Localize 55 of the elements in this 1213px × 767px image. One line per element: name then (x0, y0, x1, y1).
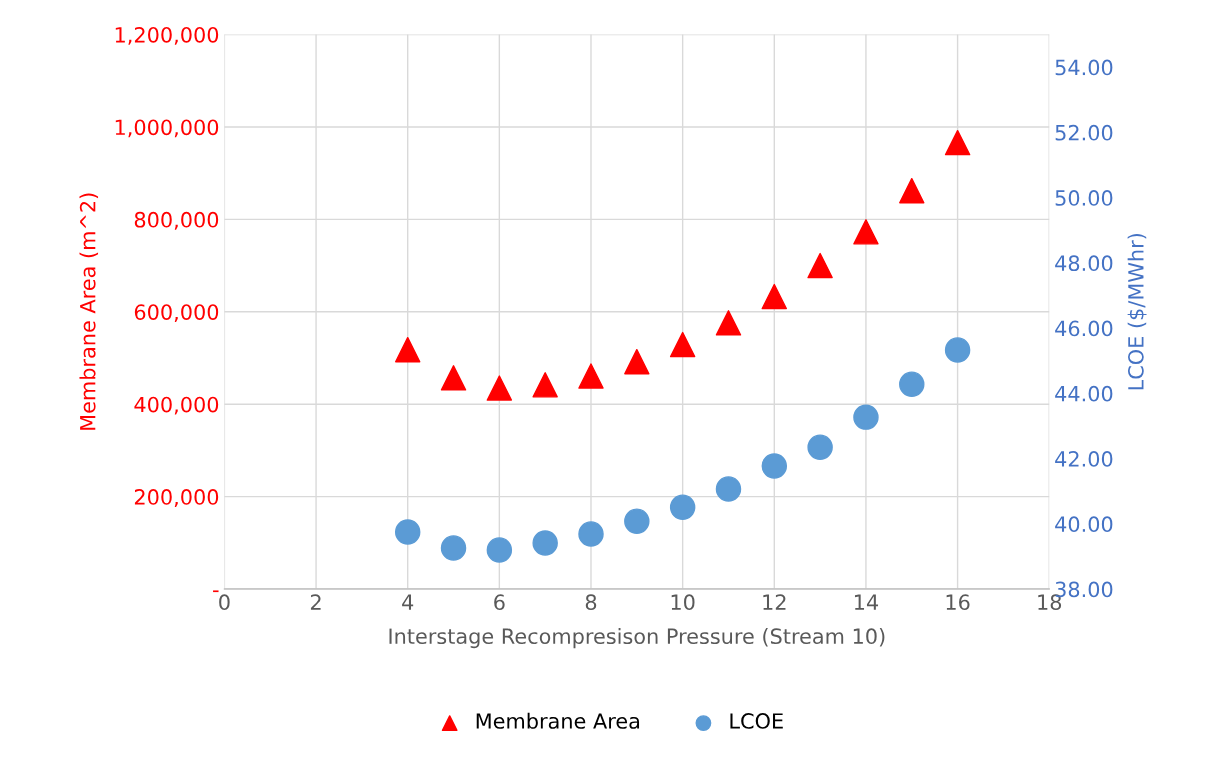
x-tick-label: 0 (219, 594, 230, 611)
point (486, 537, 513, 563)
y-tick-label: 200,000 (134, 489, 219, 507)
y2-tick-label: 44.00 (1055, 385, 1113, 402)
y2-axis-title: LCOE ($/MWhr) (1127, 233, 1147, 390)
point (807, 252, 833, 279)
x-tick-label: 10 (671, 594, 695, 611)
point (624, 348, 650, 375)
point (624, 508, 650, 534)
legend-label: Membrane Area (476, 712, 640, 729)
point (532, 530, 558, 556)
y-tick-label: 800,000 (134, 211, 219, 230)
point (761, 453, 788, 479)
point (944, 337, 971, 363)
y2-tick-label: 40.00 (1055, 516, 1113, 533)
y-tick-label: 400,000 (134, 396, 219, 415)
point (578, 521, 604, 547)
y2-tick-label: 54.00 (1055, 59, 1113, 76)
point (853, 404, 879, 430)
point (532, 372, 558, 398)
x-tick-label: 12 (763, 594, 786, 610)
point (853, 219, 879, 245)
point (807, 434, 833, 460)
point (486, 375, 513, 401)
y2-tick-label: 50.00 (1055, 190, 1113, 206)
y2-tick-label: 42.00 (1055, 451, 1113, 467)
y-tick-label: - (213, 590, 219, 593)
legend-label: LCOE (730, 713, 783, 729)
point (715, 310, 742, 336)
point (669, 494, 696, 520)
y-tick-label: 1,200,000 (115, 26, 219, 45)
point (715, 476, 742, 502)
x-tick-label: 6 (494, 594, 505, 611)
point (394, 336, 421, 363)
x-axis-title: Interstage Recompresison Pressure (Stream 10) (389, 627, 885, 649)
point (394, 519, 421, 545)
x-tick-label: 16 (946, 594, 970, 611)
x-tick-label: 8 (585, 594, 597, 611)
point (578, 363, 604, 389)
point (899, 177, 925, 204)
point (440, 535, 467, 561)
point (440, 365, 467, 391)
x-tick-label: 2 (310, 594, 321, 610)
point (669, 331, 696, 358)
y-tick-label: 1,000,000 (115, 119, 219, 138)
point (899, 371, 925, 397)
y-axis-title: Membrane Area (m^2) (79, 193, 99, 430)
x-tick-label: 4 (402, 594, 414, 610)
x-tick-label: 14 (854, 594, 879, 610)
y-tick-label: 600,000 (134, 304, 219, 323)
point (944, 129, 971, 156)
y2-tick-label: 52.00 (1055, 124, 1113, 141)
y2-tick-label: 48.00 (1055, 255, 1113, 272)
point (761, 283, 788, 310)
y2-tick-label: 46.00 (1055, 320, 1113, 337)
